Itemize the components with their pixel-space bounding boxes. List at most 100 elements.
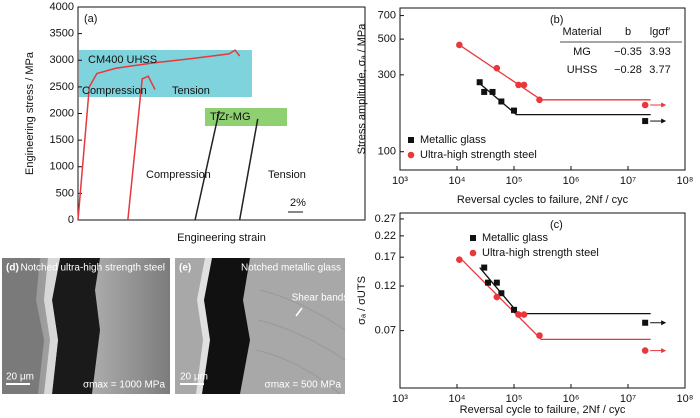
- point: [498, 290, 505, 297]
- panel-label: (b): [550, 14, 563, 26]
- panel-label: (d): [6, 263, 19, 274]
- y-tick-label: 500: [378, 33, 396, 45]
- legend-label: Metallic glass: [482, 232, 549, 244]
- point: [536, 332, 543, 339]
- point: [641, 101, 649, 109]
- legend-label: Ultra-high strength steel: [482, 247, 599, 259]
- x-tick-label: 10⁷: [620, 175, 636, 187]
- annotation: Tension: [172, 85, 210, 97]
- point: [481, 264, 488, 271]
- table-cell: 3.93: [649, 46, 670, 58]
- point: [642, 118, 649, 125]
- fit-line: [479, 267, 651, 315]
- legend-marker: [470, 235, 476, 241]
- arrow-head: [661, 320, 667, 326]
- x-tick-label: 10³: [392, 393, 408, 405]
- x-tick-label: 10⁶: [563, 175, 580, 187]
- x-tick-label: 10⁸: [677, 393, 694, 405]
- table-cell: UHSS: [567, 64, 598, 76]
- point: [456, 256, 463, 263]
- table-cell: −0.35: [614, 46, 642, 58]
- panel-label: (c): [550, 219, 563, 231]
- micrograph-e: [175, 258, 346, 395]
- x-tick-label: 10⁶: [563, 393, 580, 405]
- point: [489, 88, 496, 95]
- annotation: CM400 UHSS: [88, 54, 157, 66]
- arrow-head: [661, 102, 667, 108]
- annotation: TiZr-MG: [210, 111, 251, 123]
- point: [642, 319, 649, 326]
- point: [511, 107, 517, 114]
- table-header: lgσf′: [650, 26, 670, 38]
- x-tick-label: 10⁵: [506, 175, 523, 187]
- point: [536, 96, 543, 104]
- table-cell: 3.77: [649, 64, 670, 76]
- x-axis-label: Reversal cycles to failure, 2Nf / cyc: [457, 194, 629, 206]
- plot-frame: [399, 7, 686, 171]
- y-tick-label: 0.22: [375, 230, 396, 242]
- mg-box: [205, 108, 287, 126]
- point: [515, 311, 522, 318]
- annotation: Compression: [82, 85, 147, 97]
- point: [476, 79, 483, 86]
- curve: [127, 75, 156, 221]
- y-tick-label: 0.07: [375, 325, 396, 337]
- y-tick-label: 0: [68, 214, 74, 226]
- y-axis-label: σₐ / σUTS: [356, 276, 368, 325]
- fit-line: [479, 83, 651, 116]
- table-cell: −0.28: [614, 64, 642, 76]
- y-tick-label: 1000: [50, 161, 74, 173]
- annotation: 2%: [290, 197, 306, 209]
- panel-label: (a): [84, 13, 97, 25]
- y-tick-label: 700: [378, 9, 396, 21]
- uhss-box: [79, 50, 252, 97]
- fit-line: [458, 256, 651, 341]
- x-tick-label: 10⁵: [506, 393, 523, 405]
- y-tick-label: 3000: [50, 54, 74, 66]
- arrow-head: [661, 348, 667, 354]
- point: [456, 41, 463, 49]
- table-header: b: [625, 26, 631, 38]
- point: [515, 81, 522, 89]
- point: [520, 311, 528, 318]
- curve: [238, 118, 259, 221]
- x-axis-label: Reversal cycle to failure, 2Nf / cyc: [460, 404, 626, 416]
- legend-label: Ultra-high strength steel: [420, 149, 537, 161]
- point: [485, 279, 492, 286]
- y-tick-label: 0.12: [375, 280, 396, 292]
- y-tick-label: 2500: [50, 81, 74, 93]
- point: [493, 64, 501, 72]
- y-axis-label: Stress amplitude, σₐ / MPa: [356, 23, 368, 155]
- curve: [194, 110, 220, 221]
- legend-label: Metallic glass: [420, 134, 487, 146]
- x-tick-label: 10⁸: [677, 175, 694, 187]
- plot-frame: [399, 212, 686, 389]
- y-tick-label: 300: [378, 69, 396, 81]
- table-header: Material: [562, 26, 601, 38]
- stress-label: σmax = 500 MPa: [265, 380, 342, 391]
- stress-label: σmax = 1000 MPa: [83, 380, 165, 391]
- point: [641, 347, 649, 354]
- legend-marker: [407, 151, 415, 159]
- table-cell: MG: [573, 46, 591, 58]
- legend-marker: [408, 137, 414, 143]
- point: [493, 279, 500, 286]
- y-tick-label: 100: [378, 146, 396, 158]
- point: [498, 98, 505, 105]
- y-tick-label: 0.27: [375, 213, 396, 225]
- y-tick-label: 0.17: [375, 251, 396, 263]
- scale-label: 20 μm: [180, 372, 208, 383]
- scale-label: 20 μm: [6, 372, 34, 383]
- annotation: Compression: [146, 169, 211, 181]
- panel-label: (e): [179, 263, 191, 274]
- x-tick-label: 10⁴: [449, 175, 466, 187]
- note: Shear bands: [292, 293, 349, 304]
- legend-marker: [469, 249, 477, 257]
- micrograph-title: Notched metallic glass: [241, 263, 341, 274]
- point: [481, 88, 488, 95]
- y-tick-label: 3500: [50, 28, 74, 40]
- y-tick-label: 2000: [50, 107, 74, 119]
- x-tick-label: 10⁷: [620, 393, 636, 405]
- micrograph-d: [2, 258, 170, 394]
- point: [493, 293, 501, 301]
